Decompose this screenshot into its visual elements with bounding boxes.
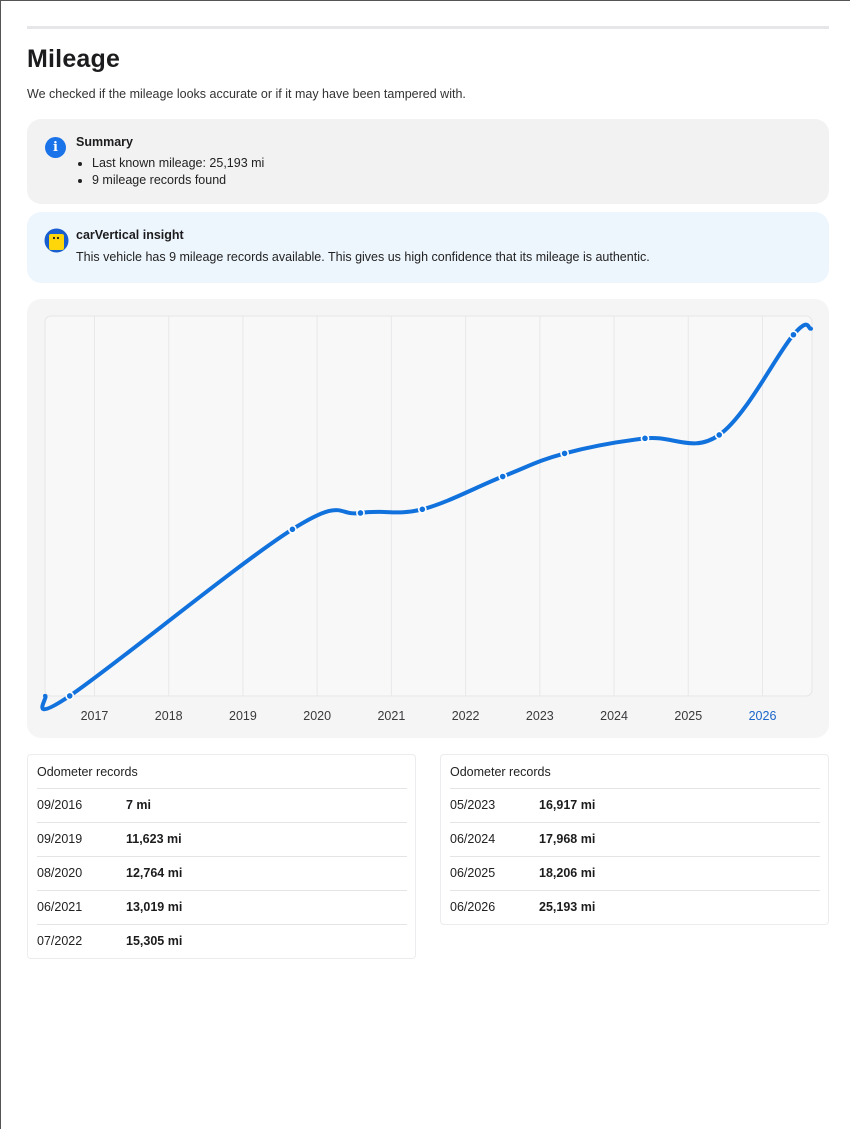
carvertical-logo-icon	[44, 228, 69, 253]
odometer-table-header: Odometer records	[450, 755, 820, 789]
odometer-value: 25,193 mi	[539, 900, 596, 914]
odometer-row: 05/2023 16,917 mi	[450, 789, 820, 823]
odometer-table-left: Odometer records 09/2016 7 mi 09/2019 11,62…	[27, 754, 416, 959]
odometer-value: 13,019 mi	[126, 900, 183, 914]
data-point[interactable]	[714, 430, 724, 440]
data-point[interactable]	[640, 433, 650, 443]
summary-title: Summary	[76, 135, 133, 149]
mileage-chart-card: 2017 2018 2019 2020 2021 2022 2023 2024 2025 2026	[27, 299, 829, 738]
summary-list: Last known mileage: 25,193 mi 9 mileage …	[76, 155, 264, 189]
summary-item: 9 mileage records found	[92, 172, 264, 189]
data-point[interactable]	[356, 508, 365, 518]
odometer-date: 06/2025	[450, 866, 496, 880]
data-point[interactable]	[789, 330, 798, 340]
odometer-date: 09/2019	[37, 832, 83, 846]
mileage-series-line	[40, 322, 813, 712]
mileage-chart: 2017 2018 2019 2020 2021 2022 2023 2024 2025 2026	[40, 315, 813, 723]
x-tick-label: 2022	[452, 709, 480, 723]
odometer-date: 08/2020	[37, 866, 83, 880]
odometer-value: 11,623 mi	[126, 832, 182, 846]
odometer-value: 12,764 mi	[126, 866, 183, 880]
odometer-row: 07/2022 15,305 mi	[37, 925, 407, 958]
page-subtitle: We checked if the mileage looks accurate…	[27, 87, 466, 101]
x-tick-label: 2023	[526, 709, 554, 723]
odometer-row: 08/2020 12,764 mi	[37, 857, 407, 891]
x-tick-label: 2019	[229, 709, 257, 723]
insight-text: This vehicle has 9 mileage records avail…	[76, 250, 650, 264]
x-tick-label: 2024	[600, 709, 628, 723]
odometer-table-header: Odometer records	[37, 755, 407, 789]
x-tick-label: 2018	[155, 709, 183, 723]
odometer-row: 06/2021 13,019 mi	[37, 891, 407, 925]
odometer-date: 06/2021	[37, 900, 83, 914]
odometer-date: 09/2016	[37, 798, 83, 812]
summary-card: i Summary Last known mileage: 25,193 mi …	[27, 119, 829, 204]
odometer-date: 06/2026	[450, 900, 496, 914]
odometer-value: 16,917 mi	[539, 798, 596, 812]
odometer-table-right: Odometer records 05/2023 16,917 mi 06/2024…	[440, 754, 829, 925]
odometer-row: 06/2025 18,206 mi	[450, 857, 820, 891]
page-title: Mileage	[27, 45, 121, 73]
x-tick-label: 2017	[81, 709, 109, 723]
data-point[interactable]	[560, 449, 569, 458]
data-point[interactable]	[498, 472, 508, 481]
top-divider	[27, 26, 829, 29]
data-point[interactable]	[65, 691, 75, 701]
odometer-date: 06/2024	[450, 832, 496, 846]
x-tick-label: 2025	[674, 709, 702, 723]
odometer-value: 17,968 mi	[539, 832, 596, 846]
odometer-date: 07/2022	[37, 934, 83, 948]
odometer-row: 09/2016 7 mi	[37, 789, 407, 823]
x-tick-label: 2026	[749, 709, 777, 723]
odometer-row: 06/2026 25,193 mi	[450, 891, 820, 924]
odometer-row: 06/2024 17,968 mi	[450, 823, 820, 857]
x-tick-label: 2021	[377, 709, 405, 723]
data-point[interactable]	[288, 524, 297, 534]
insight-card: carVertical insight This vehicle has 9 m…	[27, 212, 829, 283]
odometer-date: 05/2023	[450, 798, 496, 812]
odometer-value: 18,206 mi	[539, 866, 596, 880]
info-icon: i	[45, 137, 66, 158]
x-tick-label: 2020	[303, 709, 331, 723]
summary-item: Last known mileage: 25,193 mi	[92, 155, 264, 172]
odometer-value: 7 mi	[126, 798, 152, 812]
odometer-value: 15,305 mi	[126, 934, 183, 948]
insight-title: carVertical insight	[76, 228, 184, 242]
data-point[interactable]	[417, 504, 427, 514]
odometer-row: 09/2019 11,623 mi	[37, 823, 407, 857]
